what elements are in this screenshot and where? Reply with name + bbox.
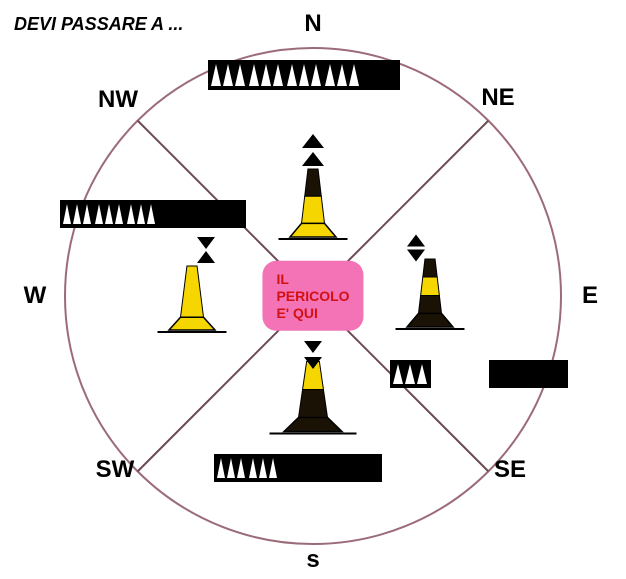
lightbox-north	[208, 60, 400, 90]
topmark-east	[407, 235, 425, 262]
lightbox-west	[60, 200, 246, 228]
buoy-east	[396, 259, 465, 329]
buoy-west	[158, 266, 227, 332]
buoy-north	[279, 169, 348, 239]
topmark-west	[197, 237, 215, 263]
topmark-north	[302, 134, 324, 166]
lightbox-east	[390, 360, 568, 388]
cardinal-marks-diagram: { "layout": { "width": 626, "height": 57…	[0, 0, 626, 579]
lightbox-south	[214, 454, 382, 482]
buoy-south	[270, 362, 357, 434]
topmark-south	[304, 341, 322, 369]
